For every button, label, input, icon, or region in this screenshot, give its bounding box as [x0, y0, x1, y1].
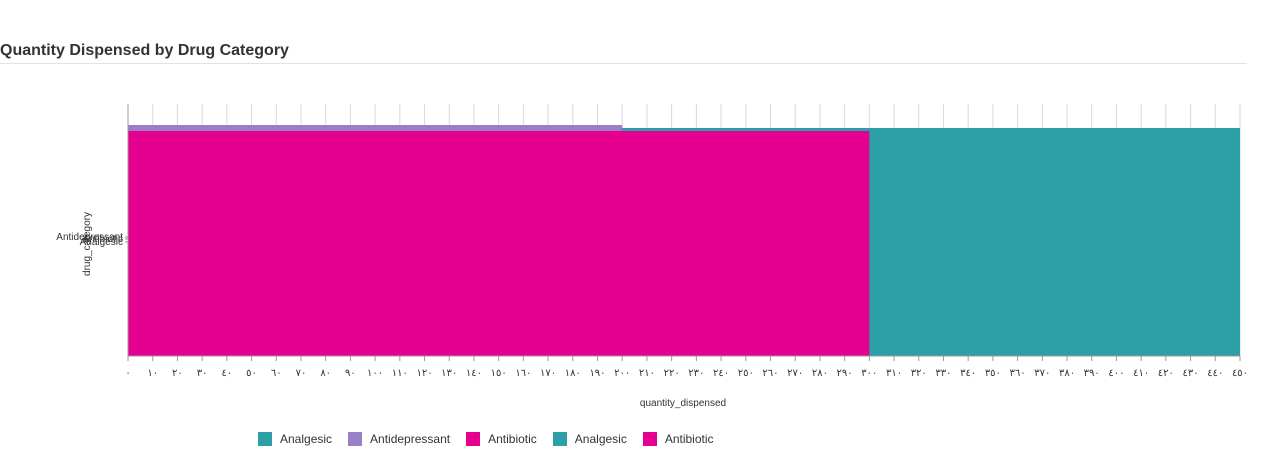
x-tick-label: ٣٠: [197, 368, 208, 379]
x-tick-label: ٣٢٠: [911, 368, 927, 379]
x-tick-label: ٣٦٠: [1010, 368, 1026, 379]
x-tick-label: ٤٣٠: [1183, 368, 1199, 379]
panel-title: Quantity Dispensed by Drug Category: [0, 42, 289, 59]
bars: [128, 125, 1240, 356]
legend-swatch: [258, 432, 272, 446]
legend-swatch: [466, 432, 481, 446]
x-tick-label: ١٩٠: [589, 368, 605, 379]
legend-item-antidepressant[interactable]: Antidepressant: [348, 432, 450, 446]
x-tick-label: ٢٦٠: [762, 368, 778, 379]
legend-label: Antibiotic: [488, 432, 537, 446]
x-tick-label: ٧٠: [296, 368, 307, 379]
x-tick-label: ١٦٠: [515, 368, 531, 379]
x-tick-label: ٢٨٠: [812, 368, 828, 379]
x-tick-label: ٤٠: [221, 368, 232, 379]
x-tick-label: ٢٠: [172, 368, 183, 379]
x-tick-label: ٣٠٠: [861, 368, 877, 379]
x-tick-label: ١٥٠: [491, 368, 507, 379]
y-tick-label: Antibiotic: [82, 234, 123, 245]
x-tick-label: ١٨٠: [565, 368, 581, 379]
title-divider: [0, 63, 1247, 64]
axes: ٠ ١٠ ٢٠ ٣٠ ٤٠ ٥٠ ٦٠ ٧٠ ٨٠ ٩٠ ١٠٠ ١١٠ ١٢٠ ١٣٠ ١٤٠ ١٥٠ ١٦٠…: [56, 104, 1248, 379]
x-tick-label: ٢٥٠: [738, 368, 754, 379]
legend-label: Analgesic: [574, 432, 627, 446]
legend-item-analgesic[interactable]: Analgesic: [552, 432, 627, 446]
x-axis-title: quantity_dispensed: [640, 398, 726, 409]
x-tick-label: ٤٢٠: [1158, 368, 1174, 379]
x-tick-label: ٤٥٠: [1232, 368, 1248, 379]
x-tick-label: ٣٧٠: [1034, 368, 1050, 379]
x-tick-label: ٢٩٠: [837, 368, 853, 379]
y-tick-label: Analgesic: [80, 237, 123, 248]
x-tick-label: ٢٢٠: [664, 368, 680, 379]
x-tick-label: ٥٠: [246, 368, 257, 379]
x-tick-label: ٣٨٠: [1059, 368, 1075, 379]
x-tick-label: ٢١٠: [639, 368, 655, 379]
x-tick-label: ١٠٠: [367, 368, 383, 379]
x-tick-label: ٠: [125, 368, 130, 379]
x-tick-label: ٢٣٠: [688, 368, 704, 379]
x-tick-label: ٦٠: [271, 368, 282, 379]
x-tick-label: ٢٧٠: [787, 368, 803, 379]
legend-label: Antidepressant: [370, 432, 451, 446]
y-tick-label: Antidepressant: [56, 232, 123, 243]
x-tick-label: ٢٠٠: [614, 368, 630, 379]
chart-legend: Analgesic Antidepressant Antibiotic Analges…: [258, 430, 730, 448]
bar-antidepressant[interactable]: [128, 125, 623, 131]
y-axis-title: drug_category: [82, 212, 93, 276]
legend-item-antibiotic[interactable]: Antibiotic: [466, 432, 537, 446]
legend-item-analgesic[interactable]: Analgesic: [258, 432, 332, 446]
x-tick-label: ٤٤٠: [1207, 368, 1223, 379]
x-tick-label: ٣٤٠: [960, 368, 976, 379]
x-tick-label: ٤١٠: [1133, 368, 1149, 379]
legend-item-antibiotic[interactable]: Antibiotic: [642, 432, 714, 446]
x-tick-label: ١١٠: [392, 368, 408, 379]
x-tick-label: ٣١٠: [886, 368, 902, 379]
x-tick-label: ١٧٠: [540, 368, 556, 379]
x-tick-label: ٣٥٠: [985, 368, 1001, 379]
x-tick-label: ٢٤٠: [713, 368, 729, 379]
legend-swatch: [642, 432, 657, 446]
legend-swatch: [552, 432, 567, 446]
x-tick-label: ٣٩٠: [1084, 368, 1100, 379]
legend-swatch: [348, 432, 363, 446]
legend-label: Analgesic: [280, 432, 333, 446]
bar-antibiotic[interactable]: [128, 131, 870, 356]
x-tick-label: ١٣٠: [441, 368, 457, 379]
legend-label: Antibiotic: [664, 432, 714, 446]
x-tick-label: ٣٣٠: [935, 368, 951, 379]
x-tick-label: ١٤٠: [466, 368, 482, 379]
x-tick-label: ٩٠: [345, 368, 356, 379]
x-tick-label: ٤٠٠: [1108, 368, 1124, 379]
x-tick-label: ٨٠: [320, 368, 331, 379]
x-tick-label: ١٠: [147, 368, 158, 379]
x-tick-label: ١٢٠: [416, 368, 432, 379]
